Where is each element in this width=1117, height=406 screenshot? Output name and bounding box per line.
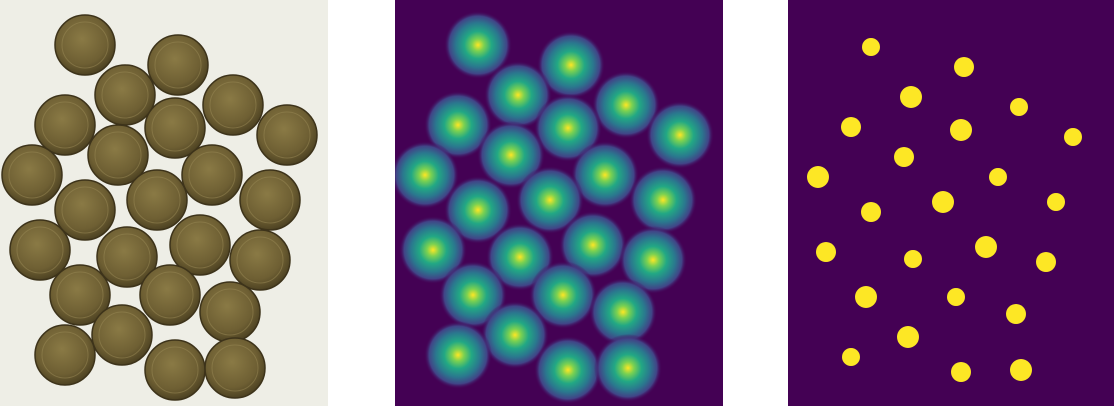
coin-rim bbox=[61, 21, 109, 69]
coin-photo bbox=[1, 14, 318, 401]
marker-blob bbox=[947, 288, 965, 306]
coin bbox=[256, 104, 318, 166]
distance-peak bbox=[424, 91, 492, 159]
coin-rim bbox=[154, 41, 202, 89]
marker-blob bbox=[900, 86, 922, 108]
coin bbox=[91, 304, 153, 366]
distance-peak bbox=[592, 71, 660, 139]
coin-rim bbox=[263, 111, 311, 159]
coin-rim bbox=[41, 331, 89, 379]
marker-blob bbox=[1010, 98, 1028, 116]
coin bbox=[169, 214, 231, 276]
distance-peak bbox=[444, 176, 512, 244]
distance-peak bbox=[534, 94, 602, 162]
marker-map bbox=[807, 38, 1082, 382]
marker-blob bbox=[989, 168, 1007, 186]
coin-rim bbox=[61, 186, 109, 234]
coin-rim bbox=[56, 271, 104, 319]
distance-peak bbox=[481, 301, 549, 369]
marker-blob bbox=[954, 57, 974, 77]
distance-peak bbox=[399, 216, 467, 284]
coin bbox=[139, 264, 201, 326]
coin-rim bbox=[146, 271, 194, 319]
marker-blob bbox=[841, 117, 861, 137]
coin-rim bbox=[176, 221, 224, 269]
distance-peak bbox=[629, 166, 697, 234]
coin bbox=[49, 264, 111, 326]
distance-peak bbox=[395, 141, 459, 209]
coin bbox=[126, 169, 188, 231]
marker-blob bbox=[1064, 128, 1082, 146]
coin bbox=[144, 339, 206, 401]
coin bbox=[54, 14, 116, 76]
distance-peak bbox=[594, 334, 662, 402]
marker-blob bbox=[951, 362, 971, 382]
distance-peak bbox=[534, 336, 602, 404]
distance-peak bbox=[516, 166, 584, 234]
coin bbox=[202, 74, 264, 136]
coin-rim bbox=[41, 101, 89, 149]
marker-blob bbox=[1010, 359, 1032, 381]
marker-blob bbox=[1047, 193, 1065, 211]
marker-blob bbox=[894, 147, 914, 167]
coin bbox=[94, 64, 156, 126]
distance-peak bbox=[571, 141, 639, 209]
marker-blob bbox=[862, 38, 880, 56]
marker-blob bbox=[975, 236, 997, 258]
distance-peak bbox=[424, 321, 492, 389]
distance-peak bbox=[619, 226, 687, 294]
coin-rim bbox=[98, 311, 146, 359]
distance-map bbox=[395, 11, 714, 404]
coin-rim bbox=[8, 151, 56, 199]
coin bbox=[204, 337, 266, 399]
marker-blob bbox=[855, 286, 877, 308]
coin bbox=[54, 179, 116, 241]
coin-rim bbox=[188, 151, 236, 199]
marker-blob bbox=[950, 119, 972, 141]
coin-rim bbox=[236, 236, 284, 284]
coin-rim bbox=[103, 233, 151, 281]
distance-peak bbox=[646, 101, 714, 169]
distance-peak bbox=[477, 121, 545, 189]
coin bbox=[144, 97, 206, 159]
coin bbox=[9, 219, 71, 281]
marker-blob bbox=[1036, 252, 1056, 272]
coin-rim bbox=[209, 81, 257, 129]
marker-blob bbox=[861, 202, 881, 222]
coin bbox=[96, 226, 158, 288]
distance-peak bbox=[529, 261, 597, 329]
coin bbox=[147, 34, 209, 96]
marker-blob bbox=[897, 326, 919, 348]
distance-peak bbox=[444, 11, 512, 79]
coin bbox=[34, 324, 96, 386]
coin-rim bbox=[94, 131, 142, 179]
coin-rim bbox=[101, 71, 149, 119]
marker-blob bbox=[842, 348, 860, 366]
coin bbox=[34, 94, 96, 156]
marker-blob bbox=[807, 166, 829, 188]
coin-rim bbox=[151, 346, 199, 394]
coin-rim bbox=[206, 288, 254, 336]
distance-peak bbox=[484, 61, 552, 129]
distance-peak bbox=[537, 31, 605, 99]
coin bbox=[181, 144, 243, 206]
coin bbox=[1, 144, 63, 206]
coin-rim bbox=[246, 176, 294, 224]
coin-rim bbox=[16, 226, 64, 274]
coin bbox=[229, 229, 291, 291]
marker-blob bbox=[932, 191, 954, 213]
marker-blob bbox=[1006, 304, 1026, 324]
coin-rim bbox=[211, 344, 259, 392]
coin bbox=[199, 281, 261, 343]
coin bbox=[87, 124, 149, 186]
coin bbox=[239, 169, 301, 231]
coin-rim bbox=[133, 176, 181, 224]
distance-peak bbox=[589, 278, 657, 346]
distance-peak bbox=[559, 211, 627, 279]
coin-rim bbox=[151, 104, 199, 152]
marker-blob bbox=[904, 250, 922, 268]
marker-blob bbox=[816, 242, 836, 262]
